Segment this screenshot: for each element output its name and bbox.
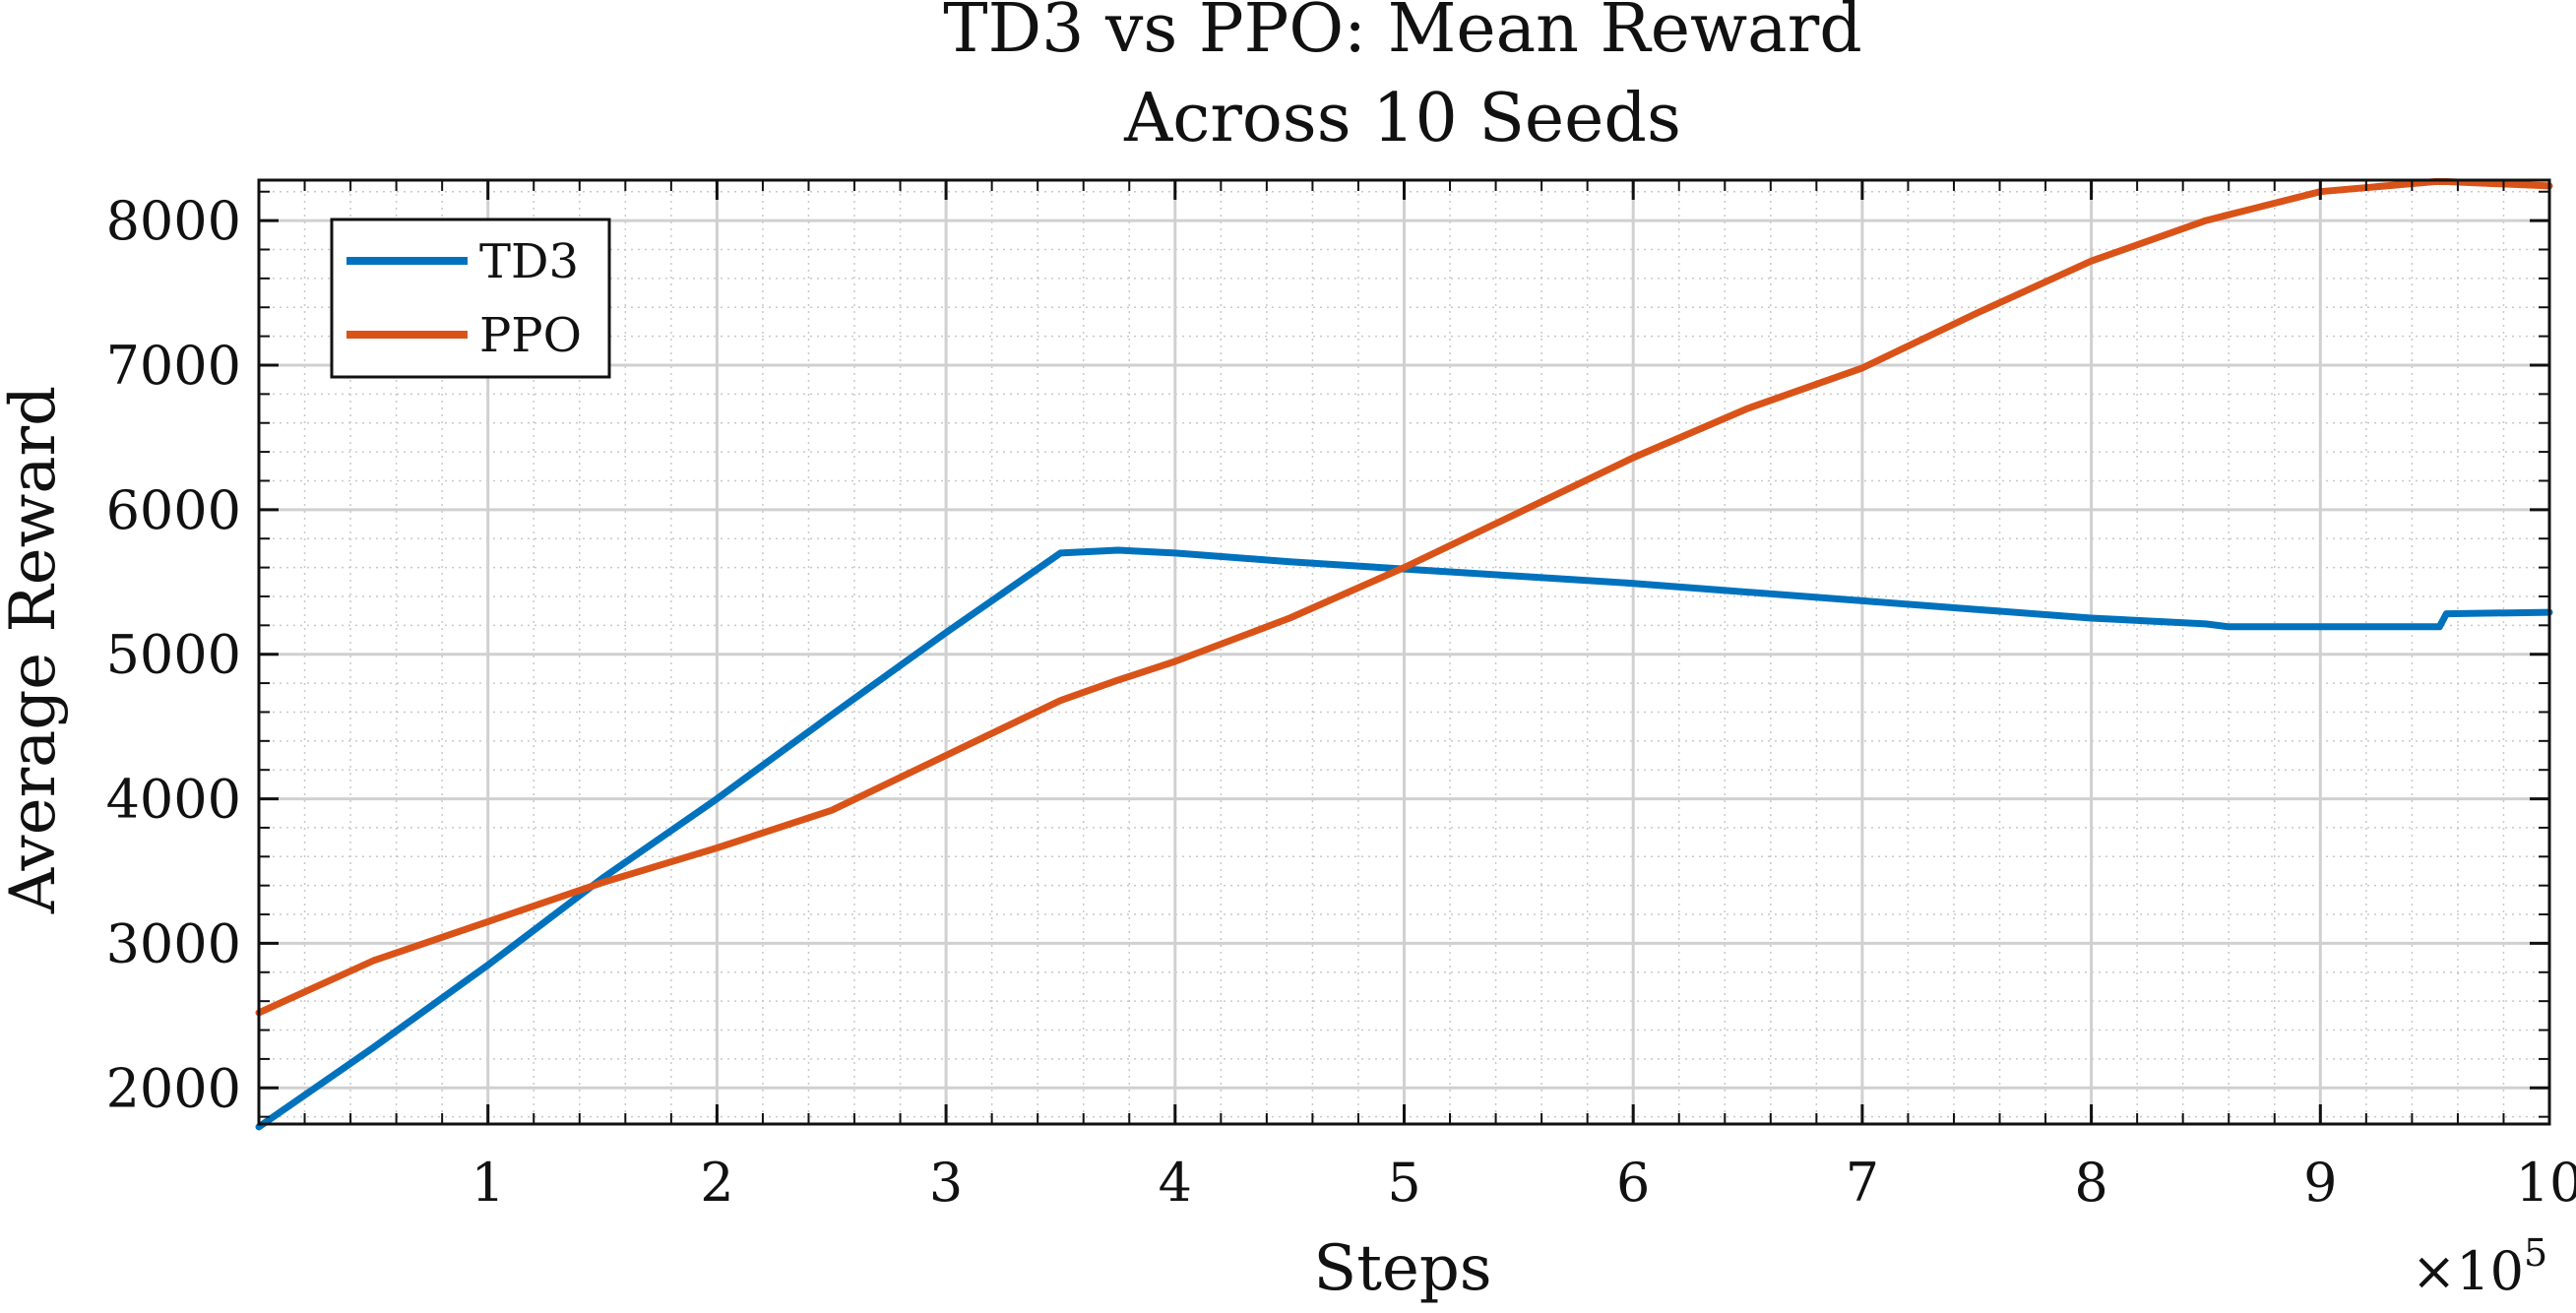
y-tick-label: 7000 <box>106 335 241 397</box>
x-axis-label: Steps <box>1313 1232 1491 1305</box>
legend-label-td3: TD3 <box>479 234 579 289</box>
x-tick-label: 5 <box>1387 1152 1420 1214</box>
major-grid <box>259 180 2549 1124</box>
y-tick-label: 4000 <box>106 769 241 831</box>
x-tick-label: 7 <box>1846 1152 1879 1214</box>
x-tick-label: 4 <box>1159 1152 1192 1214</box>
series-line-td3 <box>255 546 2553 1131</box>
x-tick-labels: 1 2 3 4 5 6 7 8 9 10 <box>471 1152 2576 1214</box>
x-tick-label: 9 <box>2303 1152 2337 1214</box>
x-tick-label: 8 <box>2074 1152 2107 1214</box>
x-tick-label: 1 <box>471 1152 505 1214</box>
x-tick-label: 3 <box>929 1152 963 1214</box>
y-axis-label: Average Reward <box>0 386 70 914</box>
y-tick-label: 6000 <box>106 479 241 541</box>
legend: TD3 PPO <box>330 218 611 379</box>
x-axis-multiplier-exponent: 5 <box>2524 1231 2547 1275</box>
chart-subtitle: Across 10 Seeds <box>1123 80 1681 157</box>
y-tick-label: 5000 <box>106 624 241 686</box>
y-tick-labels: 2000 3000 4000 5000 6000 7000 8000 <box>106 190 241 1119</box>
legend-box <box>330 218 611 379</box>
legend-label-ppo: PPO <box>479 308 582 363</box>
y-tick-label: 3000 <box>106 912 241 974</box>
x-tick-label: 6 <box>1616 1152 1650 1214</box>
x-tick-label: 10 <box>2516 1152 2576 1214</box>
x-tick-label: 2 <box>700 1152 733 1214</box>
y-tick-label: 2000 <box>106 1057 241 1119</box>
y-tick-label: 8000 <box>106 190 241 252</box>
x-axis-multiplier-base: ×10 <box>2412 1240 2524 1302</box>
x-axis-multiplier: ×105 <box>2412 1231 2547 1302</box>
axis-ticks <box>259 180 2551 1124</box>
chart-title: TD3 vs PPO: Mean Reward <box>943 0 1862 68</box>
